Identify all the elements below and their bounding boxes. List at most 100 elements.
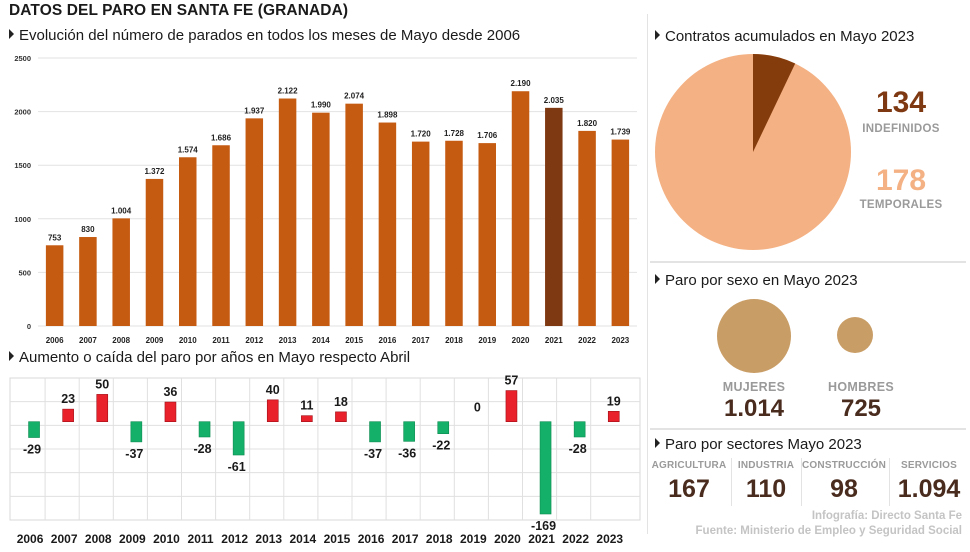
bar-value-label: 2.190 [511,79,532,88]
diff-value-label: 57 [504,374,518,388]
diff-bar [607,411,620,422]
bar [545,107,563,327]
diff-value-label: -169 [531,519,556,533]
sector-industria: INDUSTRIA 110 [733,460,799,504]
credit-fuente: Fuente: Ministerio de Empleo y Seguridad… [695,525,962,537]
x-tick-label: 2022 [562,532,589,546]
mujeres-value: 1.014 [723,395,785,422]
x-tick-label: 2010 [179,336,197,345]
bar-value-label: 1.706 [477,131,498,140]
bar-value-label: 1.739 [610,128,631,137]
diff-bar [164,401,177,422]
vertical-divider [647,14,648,534]
bar-value-label: 2.035 [544,96,565,105]
diff-bar [266,399,279,422]
bar [312,112,330,326]
y-tick-label: 2000 [14,108,31,117]
bar-value-label: 1.720 [411,130,432,139]
bar [578,130,596,326]
bar-value-label: 1.004 [111,206,132,215]
diff-bar [198,421,211,438]
bar-value-label: 830 [81,225,95,234]
bar [478,143,496,326]
diff-bar [539,421,552,515]
sector-divider [801,458,802,506]
sector-value: 1.094 [897,475,961,503]
diff-bar [403,421,415,442]
x-tick-label: 2008 [112,336,130,345]
sex-title: Paro por sexo en Mayo 2023 [665,272,858,289]
diff-value-label: 50 [95,377,109,391]
diff-chart-title: Aumento o caída del paro por años en May… [19,349,411,366]
y-tick-label: 2500 [14,54,31,63]
sector-label: CONSTRUCCIÓN [802,460,887,471]
diff-bar [130,421,143,443]
diff-bar [505,390,518,422]
diff-bar [573,421,586,438]
diff-value-label: 18 [334,395,348,409]
x-tick-label: 2006 [46,336,64,345]
sectors-title: Paro por sectores Mayo 2023 [665,436,862,453]
bar-value-label: 2.122 [278,87,299,96]
x-tick-label: 2008 [85,532,112,546]
diff-value-label: -28 [569,442,587,456]
bar [278,98,297,326]
x-tick-label: 2020 [512,336,530,345]
x-tick-label: 2019 [478,336,496,345]
pie-slice-indefinidos [753,54,796,152]
diff-bar [437,421,450,435]
diff-value-label: -22 [432,439,450,453]
diff-value-label: 36 [163,385,177,399]
bar [345,103,363,326]
sector-servicios: SERVICIOS 1.094 [890,460,968,504]
diff-bar [96,394,109,422]
bar-value-label: 1.728 [444,129,465,138]
x-tick-label: 2018 [426,532,453,546]
sector-label: INDUSTRIA [737,460,795,471]
x-tick-label: 2013 [255,532,282,546]
bar-chart-heading: Evolución del número de parados en todos… [9,27,520,44]
bar [511,91,530,326]
bar [245,118,264,326]
x-tick-label: 2009 [119,532,146,546]
bar-value-label: 753 [48,233,62,242]
y-tick-label: 0 [27,322,31,331]
hombres-bubble [837,317,873,353]
bar-value-label: 1.574 [178,145,199,154]
bar [611,139,630,326]
x-tick-label: 2015 [324,532,351,546]
diff-chart: -29 2006 23 2007 50 2008 -37 2009 36 2010 -28 2011 -… [9,374,641,546]
diff-value-label: -29 [23,443,41,457]
bar [212,145,230,326]
x-tick-label: 2014 [289,532,316,546]
x-tick-label: 2011 [188,532,214,546]
diff-value-label: 40 [266,383,280,397]
triangle-bullet-icon [655,274,660,284]
credit-infografia: Infografía: Directo Santa Fe [811,510,962,522]
x-tick-label: 2016 [379,336,397,345]
y-tick-label: 1500 [14,161,31,170]
sectors-heading: Paro por sectores Mayo 2023 [655,436,862,453]
diff-value-label: -61 [228,460,246,474]
triangle-bullet-icon [9,351,14,361]
mujeres-label: MUJERES [722,380,786,394]
bar-value-label: 1.898 [377,111,398,120]
diff-value-label: 19 [607,394,621,408]
x-tick-label: 2007 [79,336,97,345]
sector-label: AGRICULTURA [651,460,727,471]
diff-value-label: -37 [364,447,382,461]
y-tick-label: 500 [18,268,31,277]
bar-value-label: 1.937 [244,106,265,115]
x-tick-label: 2007 [51,532,78,546]
x-tick-label: 2011 [212,336,230,345]
x-tick-label: 2013 [279,336,297,345]
contracts-heading: Contratos acumulados en Mayo 2023 [655,28,914,45]
bar [411,141,430,326]
x-tick-label: 2020 [494,532,521,546]
y-tick-label: 1000 [14,215,31,224]
x-tick-label: 2006 [17,532,44,546]
diff-bar [369,421,381,443]
diff-value-label: 23 [61,392,75,406]
triangle-bullet-icon [655,30,660,40]
bar [145,178,164,326]
